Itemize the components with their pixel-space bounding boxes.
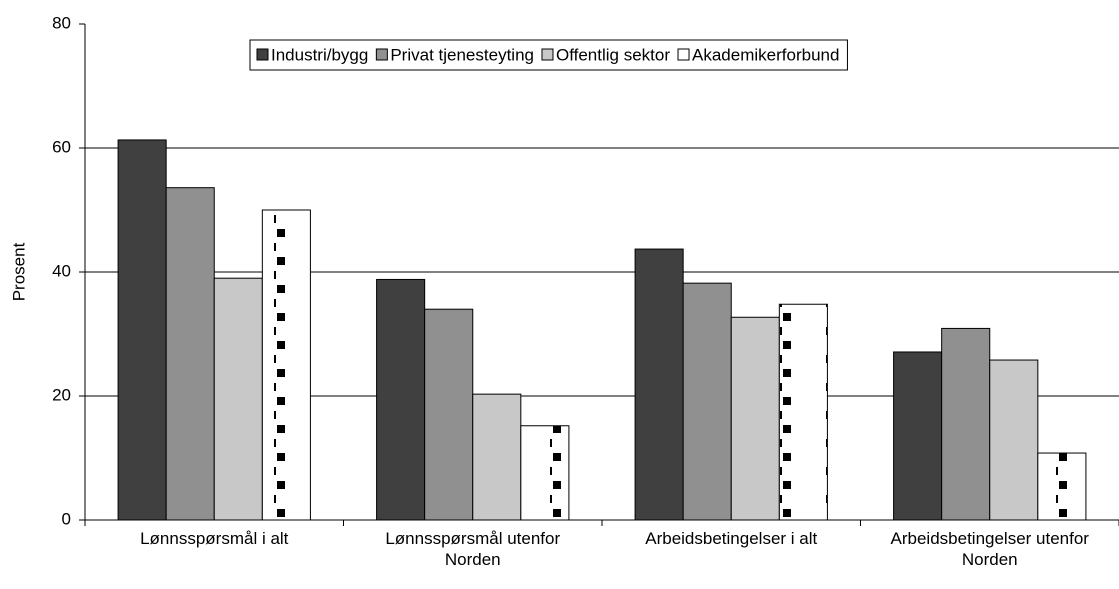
bar: [682, 282, 732, 521]
bar: [213, 277, 263, 521]
y-tick-label: 60: [52, 137, 71, 156]
y-tick-label: 20: [52, 385, 71, 404]
bar: [261, 209, 311, 521]
bar: [424, 308, 474, 521]
bar: [472, 393, 522, 521]
y-tick-label: 0: [62, 509, 71, 528]
legend-swatch: [677, 48, 690, 61]
bar: [520, 425, 570, 521]
bar: [778, 303, 828, 521]
x-tick-label: Arbeidsbetingelser utenfor Norden: [890, 529, 1089, 569]
bar: [165, 187, 215, 521]
legend-swatch: [375, 48, 388, 61]
bar: [117, 139, 167, 521]
x-tick-label: Arbeidsbetingelser i alt: [645, 529, 818, 548]
legend-label: Offentlig sektor: [556, 45, 670, 64]
legend-swatch: [256, 48, 269, 61]
bar: [376, 278, 426, 521]
bar: [941, 327, 991, 521]
y-tick-label: 80: [52, 13, 71, 32]
bar: [989, 359, 1039, 521]
legend-label: Privat tjenesteyting: [390, 45, 534, 64]
bar: [1037, 452, 1087, 521]
x-tick-label: Lønnsspørsmål i alt: [140, 529, 289, 548]
legend-swatch: [541, 48, 554, 61]
legend-label: Akademikerforbund: [692, 45, 839, 64]
bar: [730, 316, 780, 521]
x-tick-label: Lønnsspørsmål utenfor Norden: [385, 529, 561, 569]
y-axis-label: Prosent: [9, 242, 28, 301]
bar: [634, 248, 684, 521]
legend-label: Industri/bygg: [271, 45, 368, 64]
y-tick-label: 40: [52, 261, 71, 280]
bar: [893, 351, 943, 521]
